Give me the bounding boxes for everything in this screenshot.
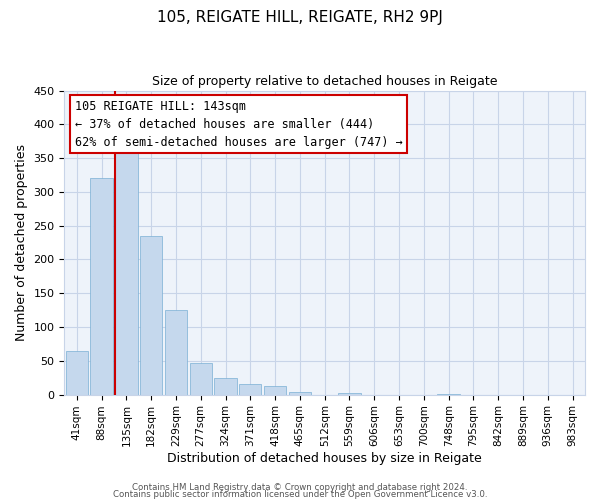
Text: Contains public sector information licensed under the Open Government Licence v3: Contains public sector information licen… [113, 490, 487, 499]
Title: Size of property relative to detached houses in Reigate: Size of property relative to detached ho… [152, 75, 497, 88]
Bar [91, 178, 113, 394]
Bar [289, 392, 311, 394]
Bar [65, 350, 88, 395]
Bar [165, 310, 187, 394]
Text: 105, REIGATE HILL, REIGATE, RH2 9PJ: 105, REIGATE HILL, REIGATE, RH2 9PJ [157, 10, 443, 25]
Bar [239, 384, 262, 394]
Bar [214, 378, 236, 394]
X-axis label: Distribution of detached houses by size in Reigate: Distribution of detached houses by size … [167, 452, 482, 465]
Bar [338, 393, 361, 394]
Bar [264, 386, 286, 394]
Text: Contains HM Land Registry data © Crown copyright and database right 2024.: Contains HM Land Registry data © Crown c… [132, 484, 468, 492]
Y-axis label: Number of detached properties: Number of detached properties [15, 144, 28, 341]
Text: 105 REIGATE HILL: 143sqm
← 37% of detached houses are smaller (444)
62% of semi-: 105 REIGATE HILL: 143sqm ← 37% of detach… [75, 100, 403, 148]
Bar [140, 236, 163, 394]
Bar [115, 152, 137, 394]
Bar [190, 363, 212, 394]
